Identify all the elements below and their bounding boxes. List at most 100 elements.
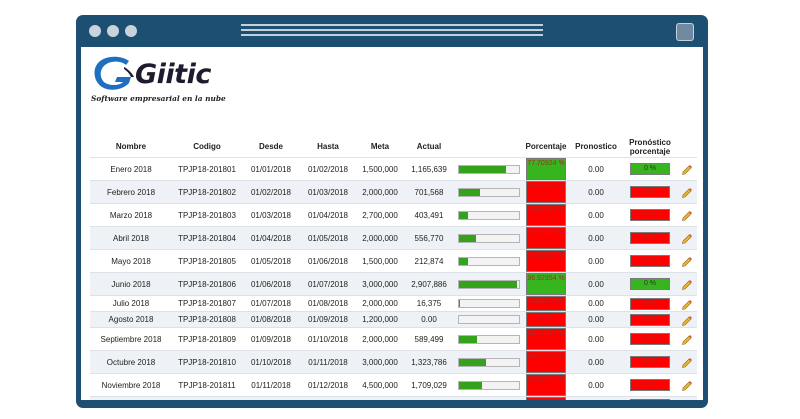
cell-edit [676, 396, 697, 401]
cell-actual: 701,568 [404, 180, 454, 204]
cell-codigo: TPJP18-201808 [172, 311, 242, 328]
cell-progress [454, 157, 524, 181]
browser-window: Giitic Software empresarial en la nube N… [76, 15, 708, 408]
cell-edit [676, 249, 697, 273]
cell-meta: 1,500,000 [356, 249, 404, 273]
cell-meta: 2,000,000 [356, 180, 404, 204]
cell-nombre: Mayo 2018 [90, 249, 172, 273]
table-row: Abril 2018 TPJP18-201804 01/04/2018 01/05/2… [90, 226, 697, 250]
cell-pronostico-porcentaje: 0 % [624, 327, 676, 351]
cell-porcentaje: 27.8385 % [524, 226, 568, 250]
pencil-icon[interactable] [681, 209, 693, 221]
cell-pronostico: 0.00 [568, 311, 624, 328]
progress-fill [459, 280, 518, 288]
col-pronostico: Pronostico [568, 136, 624, 158]
progress-fill [459, 188, 481, 196]
col-codigo: Codigo [172, 136, 242, 158]
cell-pronostico: 0.00 [568, 295, 624, 312]
porcentaje-badge: 37.97842 % [526, 374, 566, 396]
pencil-icon[interactable] [681, 232, 693, 244]
cell-desde: 01/09/2018 [242, 327, 300, 351]
cell-actual: 556,770 [404, 226, 454, 250]
cell-hasta: 01/04/2018 [300, 203, 356, 227]
pencil-icon[interactable] [681, 356, 693, 368]
progress-bar [458, 315, 520, 325]
progress-bar [458, 299, 520, 309]
window-menu-button[interactable] [676, 23, 694, 41]
cell-hasta: 01/11/2018 [300, 350, 356, 374]
pencil-icon[interactable] [681, 333, 693, 345]
cell-hasta: 01/07/2018 [300, 272, 356, 296]
cell-edit [676, 157, 697, 181]
cell-porcentaje: 96.92954 % [524, 272, 568, 296]
cell-desde: 01/02/2018 [242, 180, 300, 204]
cell-porcentaje: 0.81875 % [524, 295, 568, 312]
cell-pronostico-porcentaje: 0 % [624, 157, 676, 181]
porcentaje-badge: 14.94411 % [526, 204, 566, 226]
progress-fill [459, 381, 482, 389]
cell-desde: 01/10/2018 [242, 350, 300, 374]
cell-actual: 1,323,786 [404, 350, 454, 374]
pronostico-badge: 0 % [630, 186, 670, 198]
cell-edit [676, 327, 697, 351]
pronostico-badge: 0 % [630, 379, 670, 391]
cell-porcentaje: 14.94411 % [524, 203, 568, 227]
progress-bar [458, 233, 520, 243]
cell-hasta: 01/02/2018 [300, 157, 356, 181]
col-progress [454, 136, 524, 158]
cell-meta: 1,500,000 [356, 157, 404, 181]
window-titlebar [76, 15, 708, 47]
pencil-icon[interactable] [681, 298, 693, 310]
progress-fill [459, 358, 486, 366]
pencil-icon[interactable] [681, 278, 693, 290]
porcentaje-badge: 29.47495 % [526, 328, 566, 350]
cell-pronostico: 0.00 [568, 203, 624, 227]
cell-meta: 2,000,000 [356, 295, 404, 312]
cell-actual: 0.00 [404, 396, 454, 400]
cell-pronostico-porcentaje: 0 % [624, 249, 676, 273]
progress-fill [459, 257, 468, 265]
cell-codigo: TPJP18-201801 [172, 157, 242, 181]
cell-progress [454, 350, 524, 374]
pronostico-badge: 0 % [630, 333, 670, 345]
cell-desde: 01/08/2018 [242, 311, 300, 328]
cell-hasta: 01/03/2018 [300, 180, 356, 204]
pencil-icon[interactable] [681, 255, 693, 267]
goals-table: Nombre Codigo Desde Hasta Meta Actual Po… [90, 136, 697, 400]
pencil-icon[interactable] [681, 399, 693, 401]
cell-pronostico-porcentaje: 0 % [624, 295, 676, 312]
cell-edit [676, 311, 697, 328]
pencil-icon[interactable] [681, 379, 693, 391]
progress-bar [458, 279, 520, 289]
pencil-icon[interactable] [681, 163, 693, 175]
col-hasta: Hasta [300, 136, 356, 158]
cell-hasta: 01/10/2018 [300, 327, 356, 351]
cell-actual: 212,874 [404, 249, 454, 273]
cell-progress [454, 373, 524, 397]
cell-pronostico: 0.00 [568, 180, 624, 204]
window-dot-2[interactable] [107, 25, 119, 37]
pencil-icon[interactable] [681, 314, 693, 326]
cell-pronostico-porcentaje: 0 % [624, 203, 676, 227]
table-row: Octubre 2018 TPJP18-201810 01/10/2018 01/11… [90, 350, 697, 374]
col-nombre: Nombre [90, 136, 172, 158]
cell-hasta: 01/09/2018 [300, 311, 356, 328]
col-actual: Actual [404, 136, 454, 158]
cell-hasta: 01/12/2018 [300, 373, 356, 397]
cell-pronostico: 0.00 [568, 396, 624, 400]
cell-actual: 2,907,886 [404, 272, 454, 296]
cell-desde: 01/12/2018 [242, 396, 300, 400]
cell-desde: 01/05/2018 [242, 249, 300, 273]
col-pronostico-porcentaje: Pronóstico porcentaje [624, 136, 676, 158]
cell-progress [454, 295, 524, 312]
pencil-icon[interactable] [681, 186, 693, 198]
cell-progress [454, 249, 524, 273]
progress-fill [459, 234, 476, 242]
progress-bar [458, 380, 520, 390]
window-dot-3[interactable] [125, 25, 137, 37]
cell-codigo: TPJP18-201806 [172, 272, 242, 296]
address-bar-lines [241, 24, 543, 39]
pronostico-badge: 0 % [630, 278, 670, 290]
brand-name: Giitic [135, 59, 211, 90]
window-dot-1[interactable] [89, 25, 101, 37]
